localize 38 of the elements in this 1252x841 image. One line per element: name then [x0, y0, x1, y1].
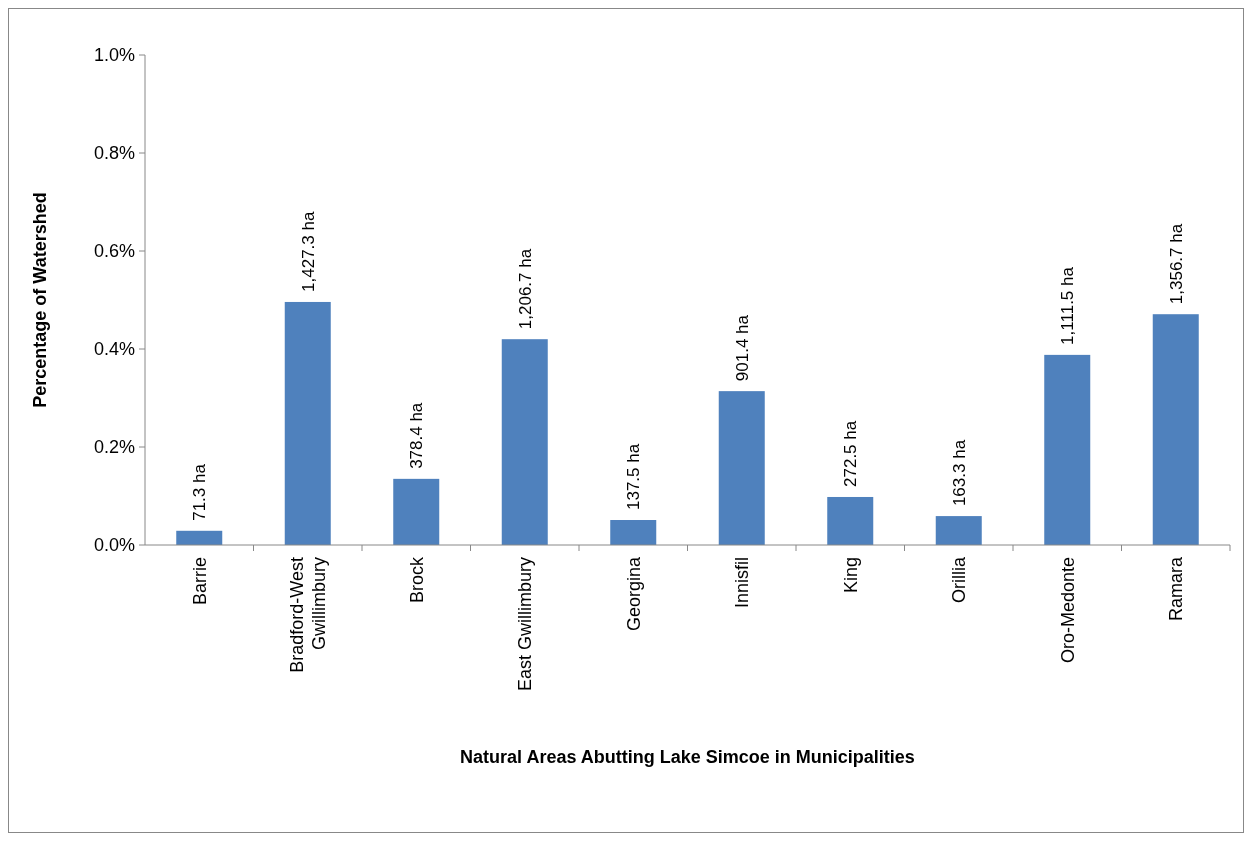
x-tick-label: Georgina — [623, 556, 644, 632]
bar — [935, 516, 982, 545]
annotation: 1,427.3 ha — [298, 211, 318, 292]
x-tick-label: Oro-Medonte — [1057, 557, 1078, 664]
y-tick-label: 0.2% — [93, 437, 135, 458]
bar — [827, 496, 874, 545]
bar — [176, 530, 223, 545]
annotation: 272.5 ha — [841, 420, 861, 487]
x-tick-label: Ramara — [1166, 556, 1187, 622]
bar — [1044, 354, 1091, 545]
y-tick-label: 1.0% — [93, 45, 135, 66]
annotation: 1,206.7 ha — [515, 248, 535, 330]
x-axis-title: Natural Areas Abutting Lake Simcoe in Municipalities — [460, 747, 915, 767]
bar — [1152, 314, 1199, 545]
annotation: 71.3 ha — [190, 463, 210, 521]
x-tick-label: Orillia — [949, 556, 970, 604]
x-tick-label: East Gwillimbury — [515, 557, 536, 692]
y-tick-label: 0.8% — [93, 143, 135, 164]
y-axis-title: Percentage of Watershed — [30, 192, 50, 408]
y-tick-label: 0.6% — [93, 241, 135, 262]
x-tick-label: Innisfil — [732, 557, 753, 609]
annotation: 901.4 ha — [732, 314, 752, 382]
x-tick-label: King — [840, 557, 861, 594]
y-tick-label: 0.4% — [93, 339, 135, 360]
x-tick-label: Barrie — [189, 557, 210, 606]
bar — [284, 301, 331, 545]
bar — [610, 520, 657, 545]
annotation: 137.5 ha — [624, 443, 644, 511]
annotation: 378.4 ha — [407, 402, 427, 469]
bar — [501, 339, 548, 545]
annotation: 1,356.7 ha — [1166, 223, 1186, 305]
bar — [393, 478, 440, 545]
annotation: 1,111.5 ha — [1058, 266, 1078, 345]
y-tick-label: 0.0% — [93, 535, 135, 556]
bar — [718, 391, 765, 545]
x-tick-label: Bradford-West Gwillimbury — [287, 557, 329, 673]
x-tick-label: Brock — [406, 556, 427, 604]
annotation: 163.3 ha — [949, 439, 969, 507]
